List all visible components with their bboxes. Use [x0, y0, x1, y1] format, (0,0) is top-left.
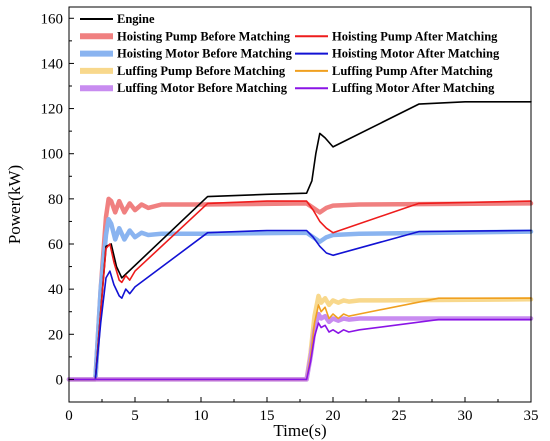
y-tick-label-3: 60: [48, 237, 63, 253]
y-tick-label-6: 120: [41, 102, 64, 118]
series-line-6: [68, 297, 532, 381]
legend-label-6: Luffing Pump After Matching: [332, 64, 493, 78]
series-line-7: [66, 311, 534, 382]
x-tick-label-7: 35: [524, 408, 539, 424]
x-tick-label-6: 30: [458, 408, 473, 424]
series-line-8: [68, 318, 532, 381]
legend-label-8: Luffing Motor After Matching: [332, 81, 495, 95]
y-tick-label-2: 40: [48, 282, 63, 298]
legend-label-1: Hoisting Pump Before Matching: [117, 29, 291, 43]
legend-label-5: Luffing Pump Before Matching: [117, 64, 286, 78]
y-tick-label-7: 140: [41, 56, 64, 72]
y-tick-label-1: 20: [48, 327, 63, 343]
series-line-4: [68, 229, 532, 381]
x-tick-label-5: 25: [392, 408, 407, 424]
series-line-5: [66, 293, 534, 382]
x-tick-label-4: 20: [326, 408, 341, 424]
legend-label-7: Luffing Motor Before Matching: [117, 81, 288, 95]
legend-label-4: Hoisting Motor After Matching: [332, 47, 500, 61]
series-layer: [66, 101, 534, 382]
legend: Engine Hoisting Pump Before Matching Hoist…: [80, 12, 500, 95]
y-tick-label-8: 160: [41, 11, 64, 27]
series-line-2: [68, 200, 532, 381]
series-line-1: [66, 196, 534, 382]
legend-label-2: Hoisting Pump After Matching: [332, 29, 498, 43]
x-tick-label-0: 0: [65, 408, 73, 424]
x-tick-label-1: 5: [131, 408, 139, 424]
x-tick-label-3: 15: [260, 408, 275, 424]
y-tick-label-0: 0: [56, 372, 64, 388]
x-axis-label: Time(s): [273, 421, 326, 440]
x-tick-label-2: 10: [194, 408, 209, 424]
series-line-0: [68, 101, 532, 381]
y-axis-label: Power(kW): [5, 165, 24, 244]
series-line-3: [66, 216, 534, 382]
legend-label-3: Hoisting Motor Before Matching: [117, 47, 293, 61]
legend-label-0: Engine: [117, 12, 155, 26]
y-tick-label-5: 100: [41, 147, 64, 163]
ticks-layer: 0 5 10 15 20 25 30 35 0 20 40 60 80 100 120 140 160: [41, 11, 539, 424]
y-tick-label-4: 80: [48, 192, 63, 208]
